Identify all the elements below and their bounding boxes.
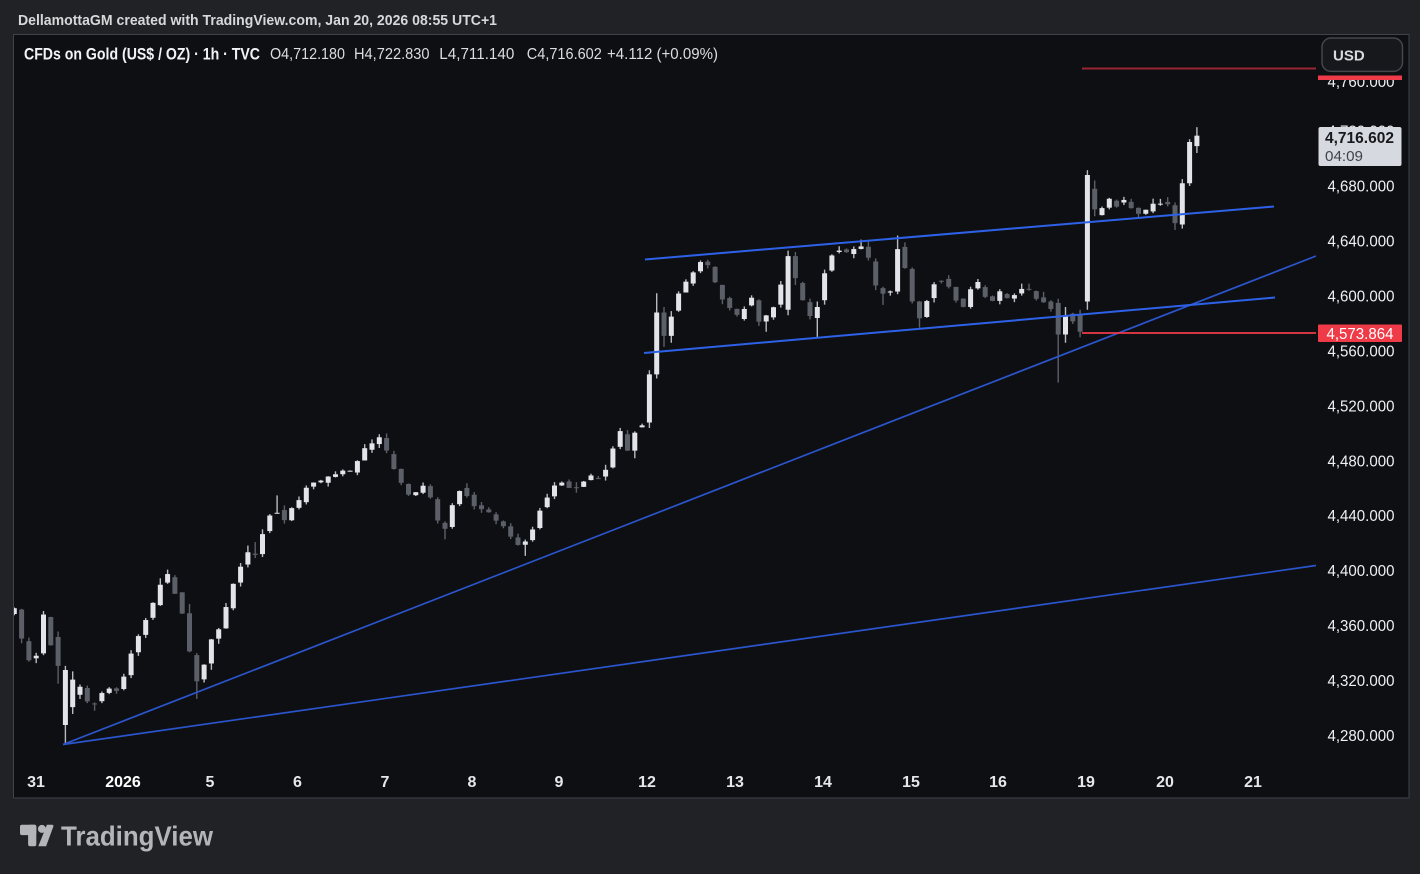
svg-text:12: 12 (638, 774, 656, 791)
svg-text:04:09: 04:09 (1325, 148, 1363, 165)
svg-text:4,480.000: 4,480.000 (1328, 453, 1395, 470)
svg-text:6: 6 (293, 774, 302, 791)
svg-text:4,400.000: 4,400.000 (1328, 563, 1395, 580)
svg-text:+4.112 (+0.09%): +4.112 (+0.09%) (607, 46, 718, 63)
svg-text:19: 19 (1077, 774, 1095, 791)
svg-text:H4,722.830: H4,722.830 (354, 46, 430, 63)
svg-text:O4,712.180: O4,712.180 (270, 46, 345, 63)
svg-text:CFDs on Gold (US$ / OZ) · 1h ·: CFDs on Gold (US$ / OZ) · 1h · TVC (24, 45, 260, 64)
svg-text:4,560.000: 4,560.000 (1328, 343, 1395, 360)
svg-text:15: 15 (902, 774, 920, 791)
svg-text:9: 9 (555, 774, 564, 791)
svg-text:7: 7 (381, 774, 390, 791)
svg-text:4,360.000: 4,360.000 (1328, 618, 1395, 635)
svg-text:TradingView: TradingView (61, 820, 214, 851)
svg-text:4,280.000: 4,280.000 (1328, 728, 1395, 745)
svg-text:13: 13 (726, 774, 744, 791)
svg-text:DellamottaGM created with Trad: DellamottaGM created with TradingView.co… (18, 12, 497, 29)
svg-text:L4,711.140: L4,711.140 (439, 46, 514, 63)
svg-text:4,520.000: 4,520.000 (1328, 398, 1395, 415)
svg-text:4,716.602: 4,716.602 (1325, 130, 1394, 147)
svg-text:2026: 2026 (105, 774, 141, 791)
svg-text:21: 21 (1244, 774, 1262, 791)
svg-text:8: 8 (468, 774, 477, 791)
svg-text:4,320.000: 4,320.000 (1328, 673, 1395, 690)
svg-text:31: 31 (27, 774, 45, 791)
svg-text:4,440.000: 4,440.000 (1328, 508, 1395, 525)
svg-text:4,600.000: 4,600.000 (1328, 288, 1395, 305)
svg-text:14: 14 (814, 774, 832, 791)
svg-text:5: 5 (206, 774, 215, 791)
svg-text:USD: USD (1333, 47, 1365, 64)
svg-text:16: 16 (989, 774, 1007, 791)
svg-text:20: 20 (1156, 774, 1174, 791)
svg-text:4,573.864: 4,573.864 (1327, 326, 1394, 343)
svg-text:4,640.000: 4,640.000 (1328, 234, 1395, 251)
svg-text:C4,716.602: C4,716.602 (527, 46, 602, 63)
svg-text:4,680.000: 4,680.000 (1328, 179, 1395, 196)
